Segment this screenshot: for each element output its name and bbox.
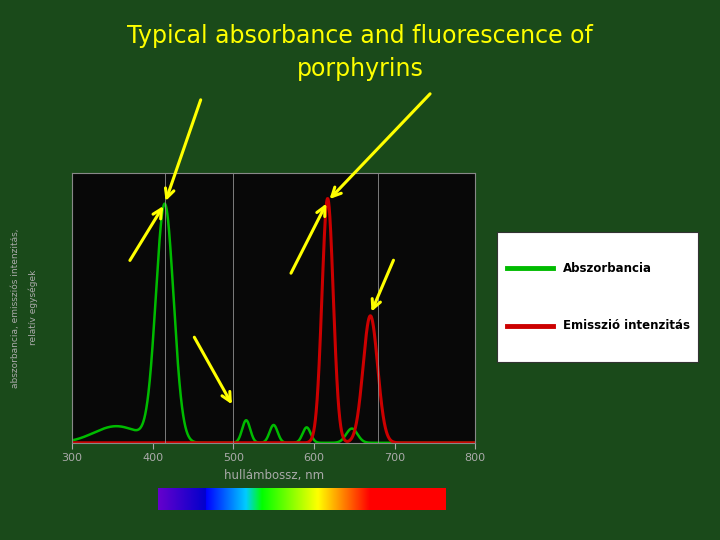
Text: Typical absorbance and fluorescence of: Typical absorbance and fluorescence of <box>127 24 593 48</box>
Text: Emisszió intenzitás: Emisszió intenzitás <box>563 319 690 332</box>
Text: abszorbancia, emissziós intenzitás,: abszorbancia, emissziós intenzitás, <box>12 228 20 388</box>
Text: porphyrins: porphyrins <box>297 57 423 80</box>
Text: relatív egységek: relatív egységek <box>28 270 38 346</box>
Text: Abszorbancia: Abszorbancia <box>563 262 652 275</box>
X-axis label: hullámbossz, nm: hullámbossz, nm <box>223 469 324 482</box>
